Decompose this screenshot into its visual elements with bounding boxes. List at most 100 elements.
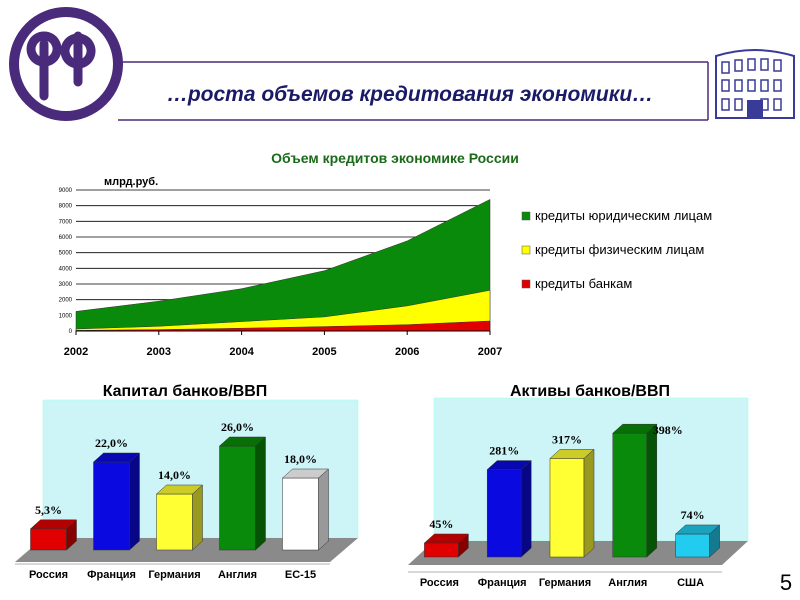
bar-side [520, 460, 532, 558]
legend-swatch [521, 245, 531, 255]
area-x-tick-label: 2005 [312, 346, 336, 358]
bar-3: 398% [612, 423, 683, 558]
bar-side [583, 448, 595, 558]
bar-value-label: 281% [489, 444, 519, 458]
bar-front [549, 458, 585, 558]
bar-top [29, 519, 78, 530]
area-y-tick-label: 7000 [59, 219, 73, 225]
bar-value-label: 317% [552, 432, 582, 446]
bar-top [549, 449, 595, 459]
area-series-0 [75, 198, 491, 332]
bar-top [486, 460, 532, 470]
bar-2: 14,0% [155, 468, 204, 551]
area-x-tick-label: 2004 [229, 346, 254, 358]
bar-value-label: 398% [653, 423, 683, 437]
bar-front [156, 493, 193, 551]
logo-ring [9, 7, 123, 121]
area-chart-series [75, 198, 491, 332]
bar-front [612, 432, 648, 558]
bar-category-label: Германия [148, 569, 200, 581]
bar-top [612, 423, 658, 434]
area-chart-title: Объем кредитов экономике России [271, 150, 519, 166]
area-chart-ylabel: млрд.руб. [104, 176, 158, 188]
logo-glyph [26, 31, 96, 101]
bar-side [255, 436, 266, 551]
legend-entry: кредиты банкам [535, 276, 632, 291]
area-y-tick-label: 2000 [59, 298, 73, 304]
assets-gdp-bar-chart: Активы банков/ВВП 45% Россия 281% Франция 31… [408, 383, 749, 589]
legend-swatch [521, 211, 531, 221]
bar-4: 18,0% [281, 452, 330, 551]
bar-0: 45% [423, 517, 470, 558]
area-series-1 [75, 289, 491, 332]
area-series-2 [75, 320, 491, 332]
bar-category-label: Франция [87, 569, 136, 581]
area-y-tick-label: 5000 [59, 251, 73, 257]
bar-category-label: Германия [539, 577, 591, 589]
area-x-tick-label: 2006 [395, 346, 419, 358]
area-y-tick-label: 8000 [59, 204, 73, 210]
bar-top [155, 484, 204, 495]
bar-front [486, 469, 522, 558]
bar-4: 74% [674, 508, 721, 558]
bar-front [219, 445, 256, 551]
area-y-tick-label: 6000 [59, 235, 73, 241]
capital-gdp-bar-chart: Капитал банков/ВВП 5,3% Россия 22,0% Франци… [15, 383, 359, 581]
bar-category-label: Россия [420, 577, 459, 589]
logo [9, 7, 123, 121]
area-chart-legend: кредиты юридическим лицам кредиты физичес… [521, 208, 712, 291]
area-x-tick-label: 2007 [478, 346, 502, 358]
bar-front [675, 533, 710, 558]
bar-value-label: 45% [429, 517, 453, 531]
bar-side [646, 423, 658, 558]
bar-side [318, 468, 329, 551]
bar-3: 26,0% [218, 420, 267, 551]
bar-side [192, 484, 203, 551]
area-y-tick-label: 9000 [59, 188, 73, 194]
slide-title: …роста объемов кредитования экономики… [167, 83, 653, 106]
bar-value-label: 18,0% [284, 452, 317, 466]
bar-value-label: 14,0% [158, 468, 191, 482]
bar-front [30, 528, 67, 551]
bar-front [282, 477, 319, 551]
bar-category-label: Англия [608, 577, 647, 589]
area-y-tick-label: 4000 [59, 266, 73, 272]
bar-1: 281% [486, 444, 532, 558]
building-icon [715, 49, 795, 119]
bar-top [92, 452, 141, 463]
bar-front [93, 461, 130, 551]
bar-value-label: 74% [681, 508, 705, 522]
area-y-tick-label: 3000 [59, 282, 73, 288]
bar-value-label: 26,0% [221, 420, 254, 434]
bar-top [281, 468, 330, 479]
area-chart-axes: 0 1000 2000 3000 4000 5000 6000 7000 8000 9000 200… [59, 188, 503, 358]
bar-category-label: Россия [29, 569, 68, 581]
area-x-tick-label: 2002 [64, 346, 88, 358]
legend-entry: кредиты юридическим лицам [535, 208, 712, 223]
area-y-tick-label: 1000 [59, 313, 73, 319]
legend-entry: кредиты физическим лицам [535, 242, 704, 257]
bar-category-label: Англия [218, 569, 257, 581]
bar-top [218, 436, 267, 447]
bar-top [423, 533, 470, 544]
bar-category-label: ЕС-15 [285, 569, 316, 581]
header: …роста объемов кредитования экономики… [118, 61, 709, 121]
bar-value-label: 5,3% [35, 503, 62, 517]
area-y-tick-label: 0 [69, 329, 73, 335]
credit-volume-area-chart: Объем кредитов экономике России млрд.руб… [59, 150, 713, 358]
bar-top [674, 524, 721, 535]
assets-gdp-title: Активы банков/ВВП [510, 383, 670, 400]
bar-1: 22,0% [92, 436, 141, 551]
bar-side [129, 452, 140, 551]
area-x-tick-label: 2003 [147, 346, 171, 358]
bar-0: 5,3% [29, 503, 78, 551]
legend-swatch [521, 279, 531, 289]
bar-front [424, 542, 459, 558]
bar-category-label: Франция [478, 577, 527, 589]
page-number: 5 [780, 570, 792, 595]
bar-value-label: 22,0% [95, 436, 128, 450]
bar-category-label: США [677, 577, 704, 589]
capital-gdp-title: Капитал банков/ВВП [103, 383, 268, 400]
bar-2: 317% [549, 432, 595, 558]
